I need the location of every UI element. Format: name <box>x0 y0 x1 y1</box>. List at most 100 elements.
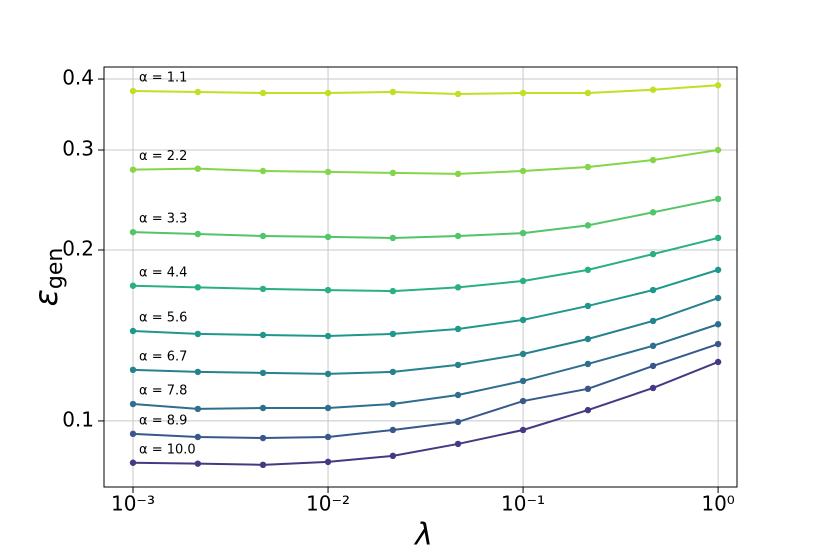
data-point <box>129 282 137 289</box>
series-label: α = 10.0 <box>139 442 196 457</box>
data-point <box>259 461 267 469</box>
data-point <box>714 146 722 154</box>
data-point <box>194 165 202 172</box>
data-point <box>714 321 722 328</box>
series-line <box>132 297 719 375</box>
data-point <box>649 317 657 325</box>
data-point <box>649 342 657 350</box>
y-tick-label: 0.2 <box>62 236 94 260</box>
data-point <box>194 230 202 238</box>
data-point <box>714 358 722 366</box>
data-point <box>584 385 592 393</box>
data-point <box>324 168 332 176</box>
data-point <box>649 362 657 370</box>
data-point <box>389 452 397 460</box>
data-point <box>259 167 267 175</box>
data-point <box>259 89 267 97</box>
data-point <box>454 232 462 240</box>
y-tick-label: 0.3 <box>62 136 94 160</box>
series-label: α = 8.9 <box>139 413 187 428</box>
y-axis-label: εgen <box>27 248 68 307</box>
data-point <box>454 361 462 369</box>
data-point <box>584 222 592 229</box>
data-point <box>584 406 592 414</box>
data-point <box>454 391 462 399</box>
data-point <box>454 170 462 178</box>
data-point <box>584 266 592 274</box>
series-line <box>132 236 719 293</box>
x-tick-label: 10⁻¹ <box>501 492 545 516</box>
data-point <box>454 418 462 426</box>
data-point <box>584 163 592 171</box>
data-point <box>194 88 202 96</box>
data-point <box>194 433 202 441</box>
data-point <box>649 384 657 392</box>
series-label: α = 4.4 <box>139 265 187 280</box>
data-point <box>389 330 397 338</box>
series-line <box>132 361 719 466</box>
y-axis-subscript: gen <box>43 248 68 289</box>
data-point <box>649 209 657 216</box>
data-point <box>519 277 527 285</box>
series-line <box>132 323 719 410</box>
data-point <box>129 166 137 173</box>
data-point <box>324 370 332 378</box>
x-tick-label: 10⁰ <box>701 492 734 516</box>
x-axis-label: λ <box>413 518 433 553</box>
data-point <box>454 325 462 333</box>
series-label: α = 1.1 <box>139 71 187 86</box>
data-point <box>259 232 267 240</box>
data-point <box>324 233 332 241</box>
data-point <box>194 460 202 467</box>
data-point <box>454 440 462 448</box>
data-point <box>389 88 397 96</box>
x-tick-label: 10⁻³ <box>111 492 155 516</box>
data-point <box>584 360 592 368</box>
data-point <box>324 286 332 294</box>
plot-frame <box>103 66 738 488</box>
data-point <box>259 404 267 412</box>
series-line <box>132 197 719 239</box>
data-point <box>714 294 722 302</box>
data-point <box>129 430 137 438</box>
series-label: α = 3.3 <box>139 212 187 227</box>
data-point <box>649 250 657 258</box>
data-point <box>129 400 137 408</box>
data-point <box>519 397 527 405</box>
data-point <box>129 459 137 466</box>
data-point <box>714 195 722 203</box>
data-point <box>519 426 527 434</box>
data-point <box>714 234 722 242</box>
data-point <box>519 167 527 175</box>
data-point <box>129 366 137 374</box>
data-point <box>714 266 722 274</box>
data-point <box>259 285 267 293</box>
data-point <box>129 228 137 236</box>
series-label: α = 2.2 <box>139 149 187 164</box>
data-point <box>584 335 592 343</box>
series-line <box>132 268 719 338</box>
data-point <box>259 434 267 442</box>
data-point <box>129 87 137 95</box>
series-line <box>132 343 719 440</box>
data-point <box>194 284 202 291</box>
data-point <box>454 90 462 98</box>
x-tick-label: 10⁻² <box>306 492 350 516</box>
series-line <box>132 84 719 95</box>
data-point <box>324 404 332 412</box>
y-tick-label: 0.4 <box>62 66 94 90</box>
data-point <box>714 340 722 348</box>
y-axis-symbol: ε <box>27 289 65 306</box>
data-point <box>519 350 527 358</box>
data-point <box>389 368 397 376</box>
data-point <box>454 284 462 291</box>
data-point <box>324 332 332 340</box>
series-label: α = 5.6 <box>139 311 187 326</box>
data-point <box>324 433 332 441</box>
data-point <box>649 156 657 164</box>
data-point <box>324 89 332 97</box>
data-point <box>519 377 527 385</box>
data-point <box>519 316 527 324</box>
data-point <box>714 82 722 89</box>
